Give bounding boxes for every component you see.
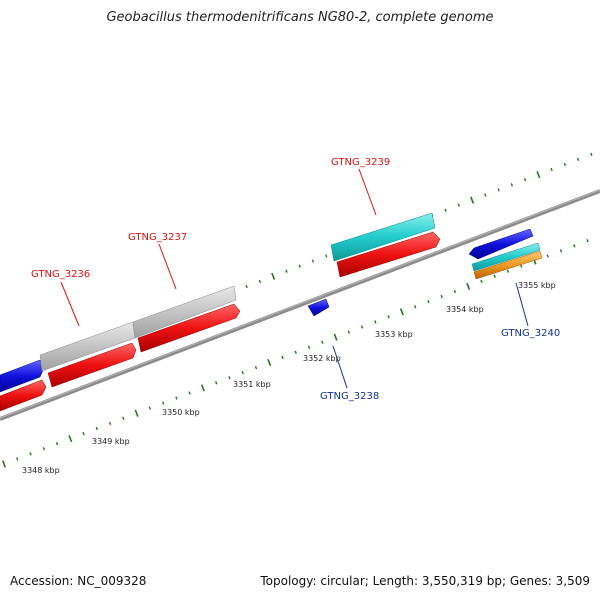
cds-feature-3239[interactable] xyxy=(336,231,441,278)
minor-tick xyxy=(325,254,328,258)
cds-feature-left[interactable] xyxy=(0,379,47,412)
minor-tick xyxy=(497,188,500,192)
major-tick xyxy=(2,460,6,468)
minor-tick xyxy=(228,376,231,380)
minor-tick xyxy=(55,442,59,446)
minor-tick xyxy=(550,167,553,172)
minor-tick xyxy=(520,264,523,268)
lower-tick-track xyxy=(2,239,589,468)
leader-3240 xyxy=(515,282,529,327)
leader-3237 xyxy=(158,243,177,290)
minor-tick xyxy=(360,325,364,329)
gene-feature-3240-orange[interactable] xyxy=(473,250,543,280)
cds-feature-3237[interactable] xyxy=(137,303,241,353)
minor-tick xyxy=(307,345,311,349)
minor-tick xyxy=(281,355,284,360)
major-tick xyxy=(134,409,139,417)
minor-tick xyxy=(42,447,45,451)
cds-feature-3236[interactable] xyxy=(47,342,137,388)
major-tick xyxy=(68,435,73,443)
minor-tick xyxy=(321,340,324,344)
minor-tick xyxy=(254,365,258,370)
accession-label: Accession: NC_009328 xyxy=(10,574,147,588)
kbp-label: 3352 kbp xyxy=(303,354,341,363)
kbp-label: 3355 kbp xyxy=(518,281,556,290)
leader-3238 xyxy=(332,345,348,389)
minor-tick xyxy=(493,274,496,278)
minor-tick xyxy=(480,279,483,284)
gene-feature-3240-blue[interactable] xyxy=(468,228,534,260)
minor-tick xyxy=(573,244,576,248)
leader-3239 xyxy=(358,168,377,216)
genome-summary: Topology: circular; Length: 3,550,319 bp… xyxy=(260,574,590,588)
minor-tick xyxy=(523,178,527,182)
gene-label-3237[interactable]: GTNG_3237 xyxy=(128,232,187,243)
minor-tick xyxy=(95,426,99,431)
gene-label-3240[interactable]: GTNG_3240 xyxy=(501,328,560,339)
backbone-highlight xyxy=(0,189,600,419)
minor-tick xyxy=(241,371,244,375)
kbp-label: 3354 kbp xyxy=(446,305,484,314)
major-tick xyxy=(200,384,205,392)
minor-tick xyxy=(413,305,417,309)
minor-tick xyxy=(215,381,218,385)
minor-tick xyxy=(161,401,165,405)
major-tick xyxy=(466,282,471,290)
minor-tick xyxy=(245,284,248,289)
minor-tick xyxy=(148,406,152,410)
major-tick xyxy=(470,196,475,204)
leader-3236 xyxy=(60,281,80,327)
minor-tick xyxy=(563,162,567,167)
gene-label-3236[interactable]: GTNG_3236 xyxy=(31,269,90,280)
kbp-label: 3350 kbp xyxy=(162,408,200,417)
major-tick xyxy=(267,358,272,367)
minor-tick xyxy=(457,203,460,207)
minor-tick xyxy=(347,330,351,334)
gene-feature-3239[interactable] xyxy=(330,212,436,262)
minor-tick xyxy=(484,193,487,197)
major-tick xyxy=(271,272,276,280)
major-tick xyxy=(536,171,541,179)
major-tick xyxy=(399,308,404,316)
minor-tick xyxy=(453,289,457,294)
minor-tick xyxy=(387,315,390,319)
minor-tick xyxy=(258,279,262,284)
minor-tick xyxy=(590,152,593,156)
minor-tick xyxy=(16,457,19,461)
minor-tick xyxy=(298,264,301,268)
minor-tick xyxy=(546,254,549,258)
minor-tick xyxy=(188,391,191,395)
backbone-line xyxy=(0,189,600,421)
minor-tick xyxy=(427,299,430,304)
minor-tick xyxy=(510,183,514,187)
minor-tick xyxy=(294,350,297,355)
gene-feature-3238[interactable] xyxy=(307,298,330,317)
kbp-label: 3348 kbp xyxy=(22,466,60,475)
major-tick xyxy=(333,333,338,341)
map-title: Geobacillus thermodenitrificans NG80-2, … xyxy=(106,10,494,25)
kbp-label: 3353 kbp xyxy=(375,330,413,339)
gene-feature-3240-cyan[interactable] xyxy=(471,242,541,272)
minor-tick xyxy=(374,320,377,324)
kbp-label: 3349 kbp xyxy=(92,437,130,446)
gene-label-3239[interactable]: GTNG_3239 xyxy=(331,157,390,168)
minor-tick xyxy=(175,396,178,400)
minor-tick xyxy=(440,294,443,299)
minor-tick xyxy=(559,249,563,253)
minor-tick xyxy=(586,239,589,243)
minor-tick xyxy=(576,157,580,162)
kbp-label: 3351 kbp xyxy=(233,380,271,389)
gene-label-3238[interactable]: GTNG_3238 xyxy=(320,391,379,402)
minor-tick xyxy=(29,452,32,456)
gene-feature-3237[interactable] xyxy=(132,285,237,339)
minor-tick xyxy=(311,259,315,263)
gene-feature-blue-left[interactable] xyxy=(0,359,45,393)
minor-tick xyxy=(108,421,112,426)
minor-tick xyxy=(122,416,125,420)
minor-tick xyxy=(444,208,447,212)
minor-tick xyxy=(506,269,510,273)
minor-tick xyxy=(285,269,288,273)
minor-tick xyxy=(82,431,85,436)
